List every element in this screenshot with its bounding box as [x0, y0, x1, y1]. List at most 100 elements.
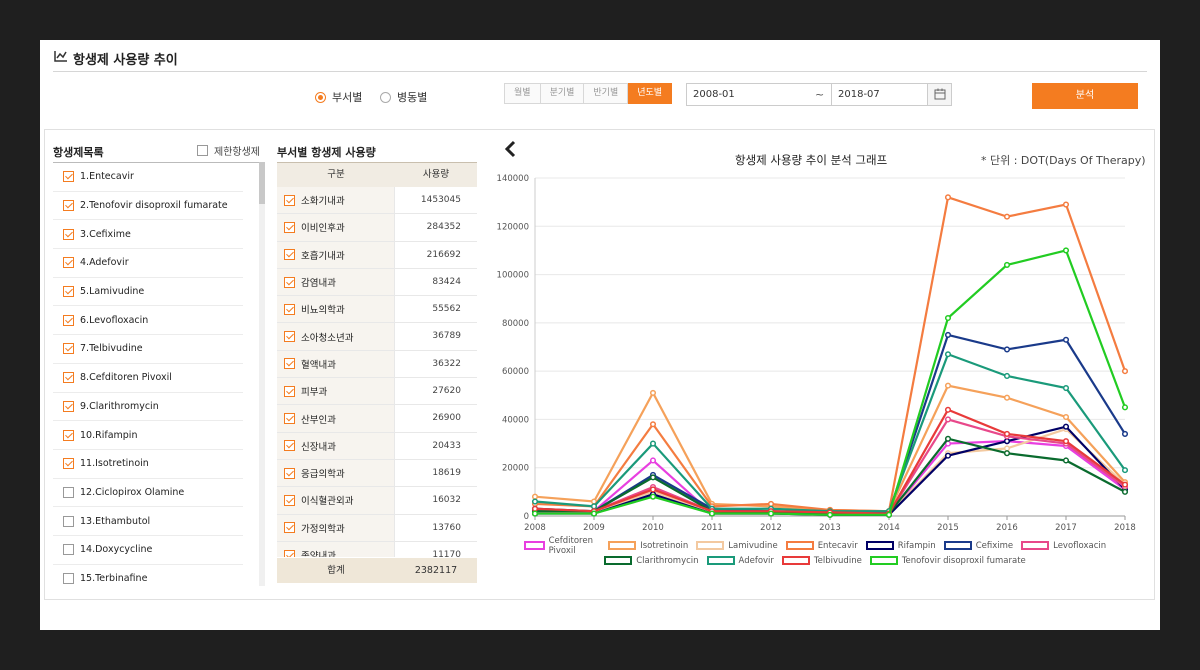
department-name: 비뇨의학과	[301, 305, 345, 317]
checkbox-box[interactable]	[284, 549, 295, 557]
analyze-button[interactable]: 분석	[1032, 83, 1138, 109]
antibiotic-item[interactable]: 6.Levofloxacin	[53, 306, 243, 336]
antibiotic-item[interactable]: 5.Lamivudine	[53, 278, 243, 307]
antibiotic-label: 7.Telbivudine	[80, 343, 143, 355]
antibiotic-item[interactable]: 3.Cefixime	[53, 220, 243, 250]
chevron-left-icon[interactable]	[503, 140, 517, 158]
scrollbar-thumb[interactable]	[259, 162, 265, 204]
period-quarterly[interactable]: 분기별	[540, 83, 585, 104]
table-body: 소화기내과 1453045 이비인후과 284352 호흡기내과 216692 감염내과 83…	[277, 187, 477, 557]
checkbox-box[interactable]	[284, 249, 295, 261]
table-row[interactable]: 가정의학과 13760	[277, 514, 477, 542]
date-separator: ~	[815, 88, 825, 101]
table-row[interactable]: 비뇨의학과 55562	[277, 296, 477, 324]
table-row[interactable]: 호흡기내과 216692	[277, 241, 477, 269]
period-monthly[interactable]: 월별	[504, 83, 541, 104]
radio-by-ward[interactable]: 병동별	[380, 89, 427, 105]
antibiotic-item[interactable]: 14.Doxycycline	[53, 536, 243, 565]
antibiotic-item[interactable]: 13.Ethambutol	[53, 507, 243, 536]
calendar-icon[interactable]	[927, 84, 951, 105]
legend-item[interactable]: Levofloxacin	[1021, 541, 1106, 551]
x-tick-label: 2016	[996, 523, 1018, 533]
antibiotic-item[interactable]: 12.Ciclopirox Olamine	[53, 479, 243, 508]
data-point	[767, 510, 775, 517]
table-row[interactable]: 산부인과 26900	[277, 405, 477, 433]
table-row[interactable]: 신장내과 20433	[277, 432, 477, 460]
data-point	[1003, 394, 1011, 401]
table-row[interactable]: 소아청소년과 36789	[277, 323, 477, 351]
antibiotic-label: 9.Clarithromycin	[80, 400, 159, 412]
date-to-field[interactable]: 2018-07	[831, 83, 952, 106]
y-tick-label: 80000	[502, 319, 529, 329]
table-row[interactable]: 감염내과 83424	[277, 268, 477, 297]
antibiotic-item[interactable]: 7.Telbivudine	[53, 335, 243, 364]
department-name: 가정의학과	[301, 523, 345, 535]
department-cell: 신장내과	[277, 432, 395, 459]
table-row[interactable]: 응급의학과 18619	[277, 459, 477, 488]
total-label: 합계	[327, 565, 345, 576]
checkbox-box[interactable]	[284, 385, 295, 397]
table-row[interactable]: 종양내과 11170	[277, 541, 477, 557]
legend-item[interactable]: Tenofovir disoproxil fumarate	[869, 556, 1026, 566]
checkbox-box	[63, 372, 74, 384]
legend-label: Isotretinoin	[640, 540, 689, 551]
checkbox-box[interactable]	[284, 303, 295, 315]
checkbox-box	[63, 228, 74, 240]
table-row[interactable]: 이식혈관외과 16032	[277, 487, 477, 515]
legend-swatch	[869, 556, 898, 565]
x-tick-label: 2018	[1114, 523, 1136, 533]
antibiotic-item[interactable]: 11.Isotretinoin	[53, 450, 243, 479]
checkbox-box[interactable]	[284, 467, 295, 479]
checkbox-box[interactable]	[284, 494, 295, 506]
data-point	[590, 510, 598, 517]
antibiotic-item[interactable]: 9.Clarithromycin	[53, 393, 243, 422]
data-point	[1062, 423, 1070, 430]
data-point	[826, 511, 834, 518]
legend-item[interactable]: Rifampin	[865, 541, 936, 551]
data-point	[944, 416, 952, 423]
legend-item[interactable]: Clarithromycin	[604, 556, 699, 566]
checkbox-box[interactable]	[284, 358, 295, 370]
legend-item[interactable]: Adefovir	[706, 556, 774, 566]
legend-swatch	[1021, 541, 1050, 550]
data-point	[1003, 261, 1011, 268]
checkbox-box[interactable]	[284, 276, 295, 288]
department-name: 소아청소년과	[301, 332, 354, 344]
list-scrollbar[interactable]	[259, 162, 265, 586]
restricted-antibiotic-checkbox[interactable]: 제한항생제	[197, 143, 260, 158]
legend-item[interactable]: Isotretinoin	[608, 541, 688, 551]
department-cell: 산부인과	[277, 405, 395, 432]
period-yearly[interactable]: 년도별	[628, 83, 673, 104]
checkbox-box[interactable]	[284, 331, 295, 343]
antibiotic-item[interactable]: 2.Tenofovir disoproxil fumarate	[53, 192, 243, 221]
table-row[interactable]: 소화기내과 1453045	[277, 187, 477, 215]
checkbox-box[interactable]	[284, 194, 295, 206]
antibiotic-item[interactable]: 8.Cefditoren Pivoxil	[53, 364, 243, 393]
table-row[interactable]: 혈액내과 36322	[277, 350, 477, 379]
checkbox-box[interactable]	[284, 413, 295, 425]
antibiotic-item[interactable]: 10.Rifampin	[53, 421, 243, 450]
radio-by-department[interactable]: 부서별	[315, 89, 362, 105]
antibiotic-item[interactable]: 1.Entecavir	[53, 163, 243, 192]
usage-value: 36789	[432, 331, 461, 342]
legend-item[interactable]: Cefditoren Pivoxil	[523, 536, 600, 556]
antibiotic-item[interactable]: 4.Adefovir	[53, 249, 243, 278]
legend-item[interactable]: Cefixime	[943, 541, 1013, 551]
checkbox-box[interactable]	[284, 440, 295, 452]
department-cell: 소아청소년과	[277, 323, 395, 350]
table-header: 구분 사용량	[277, 162, 477, 187]
table-row[interactable]: 이비인후과 284352	[277, 214, 477, 242]
checkbox-box[interactable]	[284, 522, 295, 534]
department-name: 산부인과	[301, 414, 336, 426]
filter-bar: 부서별 병동별 월별 분기별 반기별 년도별 2008-01 ~ 2018-07…	[40, 72, 1160, 120]
table-row[interactable]: 피부과 27620	[277, 378, 477, 406]
checkbox-box	[63, 171, 74, 183]
legend-item[interactable]: Lamivudine	[696, 541, 778, 551]
period-half-yearly[interactable]: 반기별	[584, 83, 629, 104]
legend-item[interactable]: Entecavir	[785, 541, 858, 551]
legend-item[interactable]: Telbivudine	[781, 556, 862, 566]
antibiotic-item[interactable]: 15.Terbinafine	[53, 565, 243, 586]
department-name: 혈액내과	[301, 359, 336, 371]
checkbox-box[interactable]	[284, 221, 295, 233]
department-cell: 혈액내과	[277, 350, 395, 378]
